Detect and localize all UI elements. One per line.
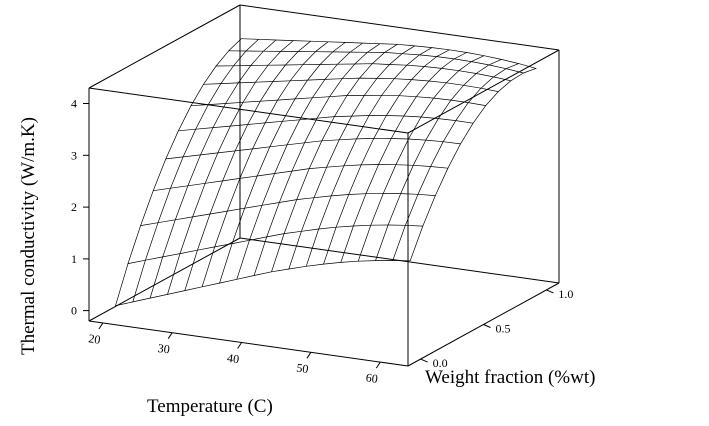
surface-grid-line: [149, 39, 277, 299]
x-tick-mark: [98, 322, 104, 330]
bounding-box-back: [88, 4, 560, 322]
x-tick-mark: [375, 361, 381, 369]
surface-grid-line: [409, 68, 537, 262]
y-axis-ticks: 0.0 0.5 1.0: [420, 287, 573, 370]
z-axis-title: Thermal conductivity (W/m.K): [18, 117, 39, 355]
box-edge: [88, 87, 409, 134]
y-axis-title: Weight fraction (%wt): [425, 367, 595, 388]
surface-grid-line: [184, 40, 311, 291]
surface-grid-line: [271, 43, 398, 273]
surface-grid-line: [240, 38, 537, 69]
x-tick-mark: [167, 332, 173, 339]
y-tick-mark: [483, 324, 491, 328]
surface-grid-line: [305, 47, 433, 267]
surface-grid-line: [253, 43, 381, 276]
surface-grid-line: [203, 77, 499, 92]
box-edge: [88, 4, 241, 89]
z-axis-ticks: 0 1 2 3 4: [71, 97, 89, 318]
axes: [88, 88, 560, 367]
surface-grid-line: [340, 52, 468, 263]
box-edge: [88, 237, 241, 322]
y-tick-mark: [546, 289, 554, 294]
z-tick-label: 1: [71, 252, 77, 266]
surface-grid-line: [392, 63, 520, 261]
x-axis-ticks: 20 30 40 50 60: [88, 322, 381, 386]
surface-grid-line: [215, 63, 512, 82]
surface-grid-line: [236, 42, 363, 280]
surface-grid-line: [190, 94, 487, 107]
surface-grid-line: [132, 38, 259, 303]
y-tick-label: 0.0: [433, 356, 448, 370]
z-tick-label: 2: [71, 200, 77, 214]
x-tick-label: 60: [365, 370, 379, 386]
surface-grid-line: [178, 115, 474, 132]
y-tick-mark: [420, 358, 428, 363]
surface-grid-line: [375, 59, 502, 261]
x-tick-mark: [237, 342, 243, 349]
surface-grid-line: [288, 45, 416, 270]
surface-grid-line: [228, 50, 524, 74]
z-tick-label: 4: [71, 97, 77, 111]
x-axis-title: Temperature (C): [147, 396, 273, 417]
surface-grid-line: [323, 49, 450, 265]
surface-grid-line: [152, 164, 449, 192]
y-tick-label: 1.0: [558, 287, 573, 301]
surface-mesh: [115, 38, 537, 307]
x-tick-label: 40: [226, 351, 240, 367]
surface-grid-line: [219, 42, 346, 284]
surface-grid-line: [201, 41, 329, 288]
x-tick-mark: [306, 352, 312, 359]
bounding-box-front: [88, 49, 560, 366]
surface-grid-line: [140, 193, 436, 226]
box-edge: [239, 4, 560, 51]
surface-grid-line: [357, 55, 485, 262]
x-tick-label: 20: [88, 331, 102, 347]
box-edge: [407, 49, 560, 134]
surface-grid-line: [115, 260, 411, 307]
surface-grid-line: [115, 38, 242, 307]
surface-grid-line: [167, 40, 294, 295]
surface-grid-line: [127, 224, 424, 264]
surface-grid-line: [165, 138, 461, 160]
x-tick-label: 50: [296, 361, 310, 377]
y-tick-label: 0.5: [496, 322, 511, 336]
z-tick-label: 3: [71, 148, 77, 162]
x-tick-label: 30: [157, 341, 171, 357]
z-tick-label: 0: [71, 304, 77, 318]
x-axis-line: [88, 320, 409, 367]
